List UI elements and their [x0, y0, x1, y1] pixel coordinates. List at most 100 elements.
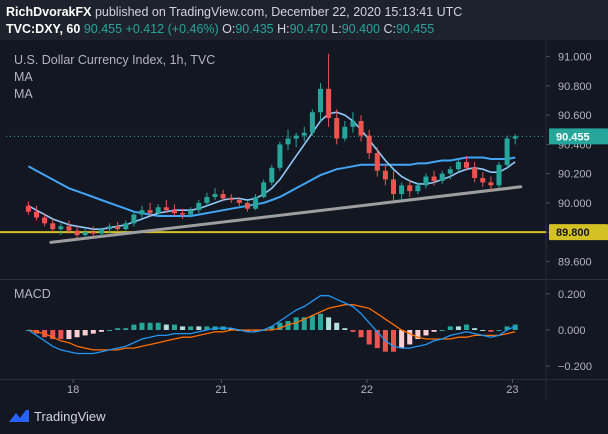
candle[interactable]: [261, 179, 267, 199]
candle[interactable]: [342, 120, 348, 142]
ma-legend-1[interactable]: MA: [14, 70, 33, 84]
candle[interactable]: [366, 129, 372, 159]
candle-body: [399, 185, 405, 195]
candle[interactable]: [423, 173, 429, 189]
chart-header: RichDvorakFX published on TradingView.co…: [0, 0, 608, 40]
candle[interactable]: [309, 109, 315, 136]
price-axis-label: 91.000: [558, 52, 592, 64]
candle[interactable]: [212, 188, 218, 200]
candle[interactable]: [496, 161, 502, 189]
candle[interactable]: [171, 204, 177, 217]
macd-histogram-bar: [90, 330, 96, 334]
ma-legend-2[interactable]: MA: [14, 87, 33, 101]
candle[interactable]: [374, 147, 380, 177]
candle[interactable]: [431, 170, 437, 186]
candle[interactable]: [82, 229, 88, 238]
macd-histogram-bar: [309, 315, 315, 330]
candle[interactable]: [253, 194, 259, 211]
macd-line[interactable]: [28, 295, 516, 355]
candle[interactable]: [439, 170, 445, 184]
candle[interactable]: [399, 182, 405, 200]
candle[interactable]: [236, 197, 242, 206]
candle[interactable]: [204, 192, 210, 206]
candle[interactable]: [228, 194, 234, 203]
candle[interactable]: [326, 53, 332, 127]
candle[interactable]: [504, 135, 510, 168]
candle[interactable]: [123, 220, 129, 231]
candle-body: [236, 199, 242, 203]
candle[interactable]: [107, 223, 113, 234]
current-price-badge[interactable]: 90.455: [549, 128, 608, 145]
candle-body: [204, 197, 210, 203]
candle[interactable]: [33, 205, 40, 221]
candle-body: [334, 118, 340, 139]
price-axis-label: 89.600: [558, 256, 592, 268]
candle-body: [358, 120, 364, 136]
candle[interactable]: [220, 189, 226, 202]
candle[interactable]: [188, 207, 194, 218]
candle[interactable]: [464, 156, 470, 171]
candle[interactable]: [115, 221, 121, 233]
macd-legend[interactable]: MACD: [14, 287, 51, 301]
candle[interactable]: [350, 112, 356, 133]
candle[interactable]: [163, 199, 169, 214]
candle[interactable]: [358, 115, 364, 142]
macd-histogram-bar: [350, 330, 356, 332]
candle-body: [244, 202, 250, 209]
x-axis[interactable]: 18 21 22 23: [0, 379, 608, 396]
candle[interactable]: [512, 134, 518, 145]
candle[interactable]: [382, 164, 388, 186]
macd-histogram-bar: [139, 322, 145, 330]
candle[interactable]: [407, 179, 413, 198]
candle[interactable]: [472, 161, 478, 183]
chart-area[interactable]: 89.60089.80090.00090.20090.40090.60090.8…: [0, 40, 608, 402]
candle[interactable]: [98, 227, 104, 237]
candle[interactable]: [277, 141, 283, 171]
macd-histogram-bar: [228, 328, 234, 330]
macd-histogram-bar: [374, 330, 380, 349]
candle[interactable]: [269, 164, 275, 186]
tradingview-brand[interactable]: TradingView: [8, 405, 106, 427]
candle[interactable]: [244, 201, 250, 212]
candle[interactable]: [455, 159, 461, 173]
author-name[interactable]: RichDvorakFX: [6, 5, 92, 19]
candle-body: [82, 232, 88, 236]
candle[interactable]: [390, 170, 397, 200]
candle[interactable]: [293, 132, 299, 148]
candle[interactable]: [90, 226, 96, 237]
candle[interactable]: [334, 109, 340, 145]
trendline[interactable]: [49, 185, 523, 244]
support-badge[interactable]: 89.800: [549, 224, 608, 241]
candle[interactable]: [74, 226, 80, 238]
chart-svg[interactable]: 89.60089.80090.00090.20090.40090.60090.8…: [0, 40, 608, 402]
candle[interactable]: [285, 129, 291, 151]
candle[interactable]: [42, 213, 48, 227]
published-text: published on TradingView.com, December 2…: [94, 5, 463, 19]
candle[interactable]: [50, 218, 56, 233]
macd-histogram-bar: [423, 330, 429, 336]
symbol-label: TVC:DXY, 60: [6, 22, 81, 36]
macd-histogram-bar: [472, 328, 478, 330]
candle[interactable]: [415, 182, 421, 195]
candle[interactable]: [480, 172, 486, 187]
candle[interactable]: [317, 82, 324, 121]
candle[interactable]: [66, 220, 72, 234]
candle[interactable]: [139, 205, 145, 218]
candle[interactable]: [25, 201, 31, 215]
macd-pane[interactable]: −0.200 0.000 0.200: [25, 289, 592, 373]
x-axis-label: 21: [215, 384, 227, 396]
ma-slow-line[interactable]: [27, 156, 516, 217]
candle[interactable]: [196, 199, 202, 214]
candle[interactable]: [155, 204, 161, 217]
macd-histogram-bar: [342, 328, 348, 330]
candle[interactable]: [58, 223, 64, 236]
candle[interactable]: [301, 126, 307, 142]
price-pane[interactable]: 89.60089.80090.00090.20090.40090.60090.8…: [0, 40, 608, 400]
candle[interactable]: [147, 202, 153, 217]
candle[interactable]: [447, 166, 453, 180]
candle-body: [115, 226, 121, 230]
candle[interactable]: [488, 176, 494, 192]
candle[interactable]: [131, 211, 137, 227]
candle[interactable]: [180, 208, 186, 219]
chart-title: U.S. Dollar Currency Index, 1h, TVC: [14, 53, 216, 67]
